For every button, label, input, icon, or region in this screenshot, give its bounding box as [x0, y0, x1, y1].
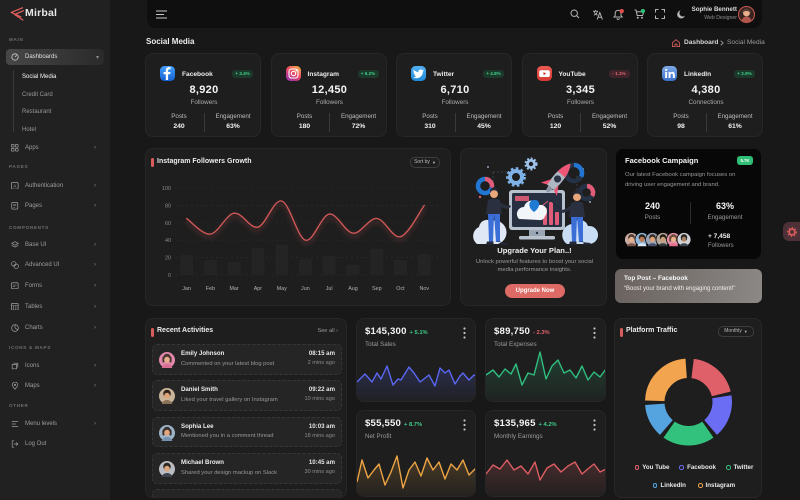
svg-text:May: May	[277, 286, 287, 292]
svg-text:80: 80	[165, 203, 171, 209]
svg-text:Feb: Feb	[206, 286, 215, 292]
svg-text:40: 40	[165, 238, 171, 244]
svg-text:Jun: Jun	[301, 286, 310, 292]
svg-text:Mar: Mar	[229, 286, 238, 292]
svg-text:Jan: Jan	[182, 286, 191, 292]
svg-text:20: 20	[165, 256, 171, 262]
svg-text:Sep: Sep	[372, 286, 382, 292]
svg-text:Nov: Nov	[420, 286, 430, 292]
svg-text:60: 60	[165, 221, 171, 227]
svg-text:0: 0	[168, 273, 171, 279]
svg-text:Apr: Apr	[254, 286, 263, 292]
svg-text:A: A	[13, 183, 16, 188]
svg-text:Jul: Jul	[326, 286, 333, 292]
svg-text:Aug: Aug	[348, 286, 358, 292]
svg-text:Oct: Oct	[396, 286, 405, 292]
svg-text:100: 100	[162, 186, 171, 192]
